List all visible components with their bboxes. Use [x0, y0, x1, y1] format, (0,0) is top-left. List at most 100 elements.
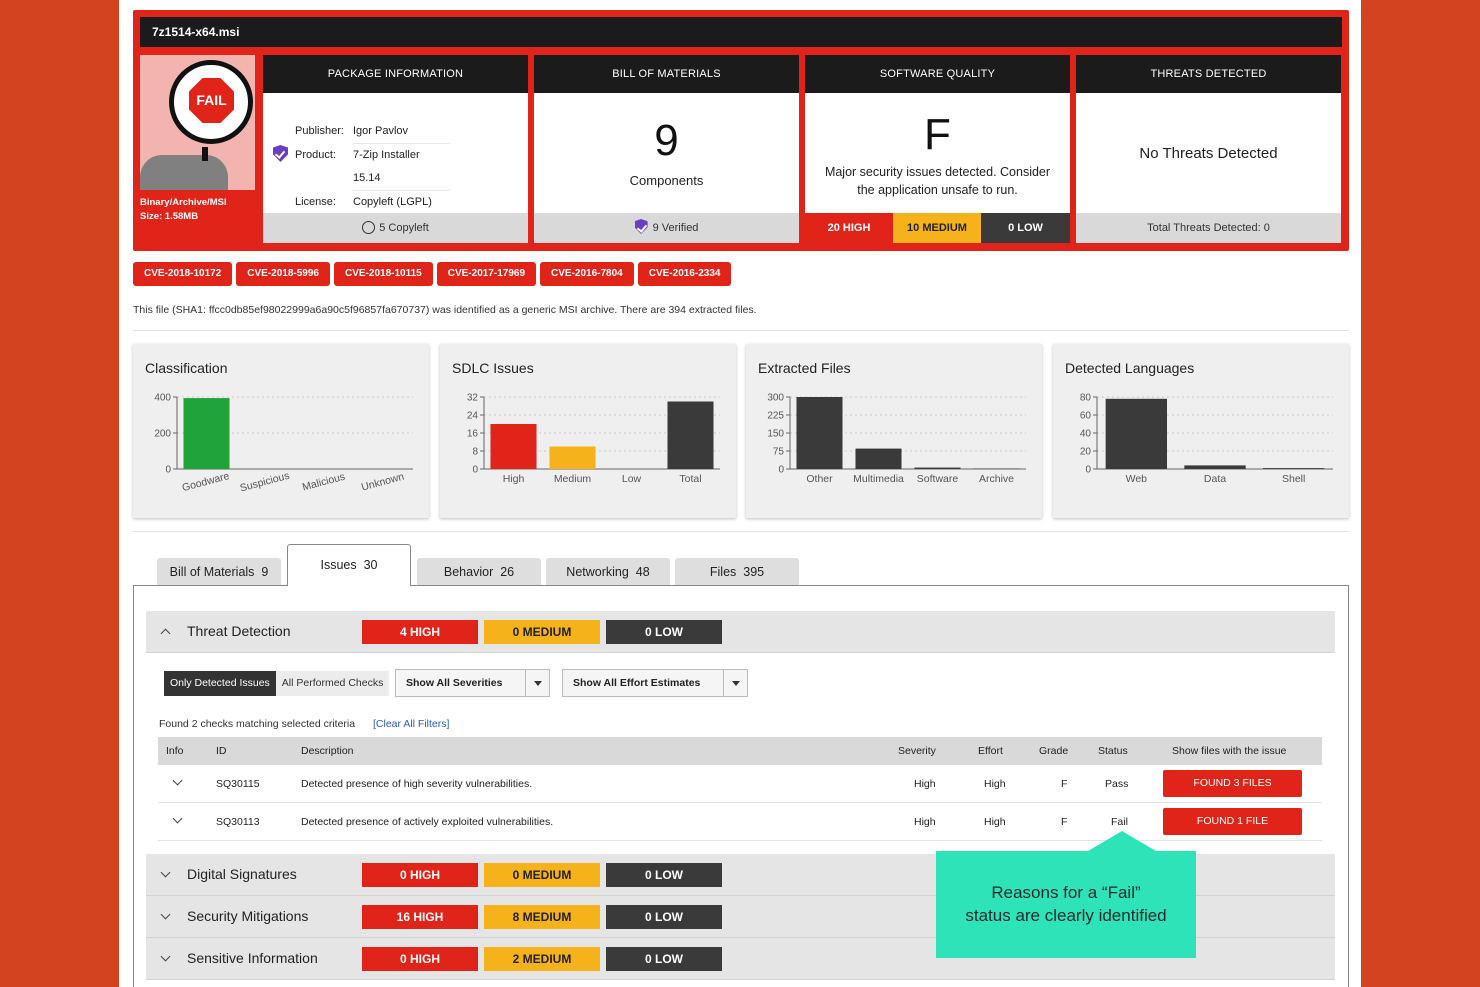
hand-shape	[140, 155, 228, 190]
check-grade: F	[1061, 816, 1068, 828]
y-tick-label: 150	[767, 429, 784, 440]
found-files-button[interactable]: FOUND 1 FILE	[1163, 808, 1302, 835]
magnifier-handle	[202, 147, 208, 161]
product-label: Product:	[295, 149, 336, 161]
card-title: PACKAGE INFORMATION	[263, 55, 528, 93]
software-quality-card: SOFTWARE QUALITY F Major security issues…	[805, 55, 1070, 243]
tab-behavior[interactable]: Behavior 26	[417, 558, 541, 586]
license-value: Copyleft (LGPL)	[353, 191, 450, 215]
cve-badge[interactable]: CVE-2016-2334	[637, 262, 732, 286]
bar-total	[667, 401, 714, 469]
threats-card: THREATS DETECTED No Threats Detected Tot…	[1076, 55, 1341, 243]
col-id: ID	[216, 745, 227, 757]
chevron-down-icon[interactable]	[160, 867, 171, 878]
check-id: SQ30115	[216, 778, 260, 790]
low-count[interactable]: 0 LOW	[981, 213, 1070, 243]
x-tick-label: Unknown	[360, 471, 406, 494]
cve-badge[interactable]: CVE-2018-10115	[334, 262, 433, 286]
cve-badge[interactable]: CVE-2018-10172	[133, 262, 233, 286]
bar-medium	[549, 446, 596, 469]
tab-bill-of-materials[interactable]: Bill of Materials 9	[157, 558, 281, 586]
low-badge: 0 LOW	[606, 905, 722, 929]
x-tick-label: Shell	[1282, 473, 1305, 485]
sdlc-issues-chart: SDLC Issues 0 8 16 24 32 High Medium Low Total	[440, 344, 736, 518]
y-tick-label: 24	[467, 411, 479, 422]
found-count: Found 2 checks matching selected criteri…	[159, 718, 356, 730]
bar-multimedia	[855, 448, 902, 469]
x-tick-label: High	[503, 473, 525, 485]
issues-panel: Threat Detection 4 HIGH 0 MEDIUM 0 LOW O…	[133, 585, 1349, 987]
publisher-value: Igor Pavlov	[353, 120, 450, 144]
tab-networking[interactable]: Networking 48	[546, 558, 670, 586]
component-label: Components	[629, 173, 704, 188]
divider	[133, 531, 1349, 532]
package-info-card: PACKAGE INFORMATION Publisher: Igor Pavlo…	[263, 55, 528, 243]
section-title: Threat Detection	[187, 623, 291, 639]
y-tick-label: 400	[154, 393, 171, 404]
report-page: 7z1514-x64.msi FAIL Binary/Archive/MSI S…	[119, 0, 1361, 987]
check-effort: High	[984, 816, 1006, 828]
x-tick-label: Software	[917, 473, 959, 485]
callout-line: Reasons for a “Fail”	[991, 883, 1141, 902]
verified-footer[interactable]: 9 Verified	[534, 213, 799, 243]
chart-title: Extracted Files	[758, 360, 851, 376]
clear-filters-link[interactable]: [Clear All Filters]	[373, 718, 450, 730]
cve-badge[interactable]: CVE-2016-7804	[540, 262, 634, 286]
bom-card: BILL OF MATERIALS 9 Components 9 Verifie…	[534, 55, 799, 243]
file-size: Size: 1.58MB	[140, 211, 199, 222]
tab-count: 48	[635, 565, 650, 579]
low-badge: 0 LOW	[606, 863, 722, 887]
check-status: Fail	[1111, 816, 1128, 828]
all-checks-button[interactable]: All Performed Checks	[275, 671, 390, 696]
bar-web	[1105, 398, 1168, 469]
medium-count[interactable]: 10 MEDIUM	[893, 213, 981, 243]
bar-data	[1184, 465, 1246, 469]
check-grade: F	[1061, 778, 1068, 790]
callout-line: status are clearly identified	[965, 906, 1167, 925]
found-files-button[interactable]: FOUND 3 FILES	[1163, 770, 1302, 797]
check-severity: High	[914, 816, 936, 828]
chevron-up-icon[interactable]	[160, 628, 171, 639]
chevron-down-icon	[525, 670, 549, 696]
card-title: THREATS DETECTED	[1076, 55, 1341, 93]
issue-filter-toggle: Only Detected Issues All Performed Check…	[164, 671, 390, 696]
cve-badge[interactable]: CVE-2017-17969	[436, 262, 537, 286]
table-row[interactable]: SQ30113 Detected presence of actively ex…	[158, 803, 1322, 841]
chevron-down-icon[interactable]	[160, 909, 171, 920]
high-badge: 0 HIGH	[362, 863, 478, 887]
chevron-down-icon[interactable]	[172, 775, 183, 786]
only-detected-button[interactable]: Only Detected Issues	[164, 671, 276, 696]
magnifier-icon: FAIL	[169, 60, 253, 144]
check-status: Pass	[1105, 778, 1129, 790]
section-sensitive-information[interactable]: Sensitive Information 0 HIGH 2 MEDIUM 0 …	[146, 938, 1335, 980]
copyleft-footer[interactable]: 5 Copyleft	[263, 213, 528, 243]
tab-count: 30	[363, 558, 378, 572]
tab-files[interactable]: Files 395	[675, 558, 799, 586]
tab-label: Networking	[566, 565, 629, 579]
chart-title: SDLC Issues	[452, 360, 534, 376]
file-meta: Binary/Archive/MSI Size: 1.58MB	[140, 196, 227, 224]
y-tick-label: 75	[773, 447, 785, 458]
x-tick-label: Low	[622, 473, 642, 485]
table-header: Info ID Description Severity Effort Grad…	[158, 737, 1322, 765]
high-count[interactable]: 20 HIGH	[805, 213, 893, 243]
section-title: Digital Signatures	[187, 866, 297, 882]
table-row[interactable]: SQ30115 Detected presence of high severi…	[158, 765, 1322, 803]
x-tick-label: Suspicious	[239, 470, 291, 495]
chevron-down-icon[interactable]	[172, 813, 183, 824]
fail-thumbnail: FAIL	[140, 55, 255, 190]
col-effort: Effort	[978, 745, 1003, 757]
quality-severity-bar: 20 HIGH 10 MEDIUM 0 LOW	[805, 213, 1070, 243]
effort-dropdown[interactable]: Show All Effort Estimates	[562, 669, 748, 697]
quality-grade: F	[924, 110, 951, 159]
section-title: Security Mitigations	[187, 908, 309, 924]
chevron-down-icon[interactable]	[160, 951, 171, 962]
severity-dropdown[interactable]: Show All Severities	[395, 669, 550, 697]
threats-total: Total Threats Detected: 0	[1076, 213, 1341, 243]
tab-label: Issues	[320, 558, 357, 572]
tab-issues[interactable]: Issues 30	[287, 544, 411, 586]
cve-badge[interactable]: CVE-2018-5996	[236, 262, 330, 286]
sdlc-chart-svg: 0 8 16 24 32 High Medium Low Total	[467, 393, 720, 485]
section-threat-detection[interactable]: Threat Detection 4 HIGH 0 MEDIUM 0 LOW	[146, 611, 1335, 653]
file-note: This file (SHA1: ffcc0db85ef98022999a6a9…	[133, 304, 757, 316]
